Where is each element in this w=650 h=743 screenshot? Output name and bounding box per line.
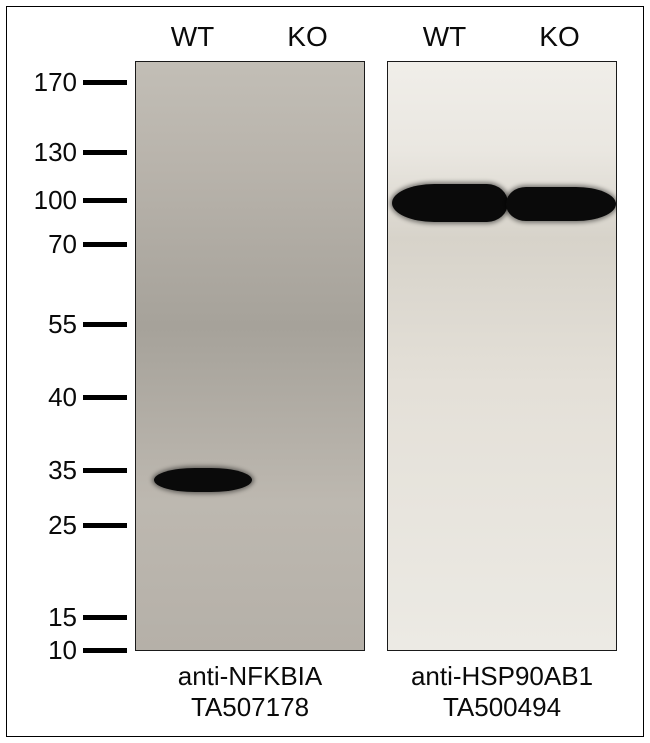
blot-panel-nfkbia — [135, 61, 365, 651]
marker-label: 130 — [34, 137, 77, 168]
marker-label: 15 — [48, 602, 77, 633]
marker-label: 40 — [48, 382, 77, 413]
marker-tick — [83, 648, 127, 653]
marker-70: 70 — [17, 229, 127, 260]
blot-panel-hsp90ab1 — [387, 61, 617, 651]
marker-100: 100 — [17, 185, 127, 216]
marker-tick — [83, 198, 127, 203]
marker-130: 130 — [17, 137, 127, 168]
marker-tick — [83, 80, 127, 85]
marker-tick — [83, 468, 127, 473]
marker-tick — [83, 395, 127, 400]
caption-right: anti-HSP90AB1 TA500494 — [387, 661, 617, 723]
marker-label: 55 — [48, 309, 77, 340]
caption-line1: anti-NFKBIA — [135, 661, 365, 692]
marker-40: 40 — [17, 382, 127, 413]
band-hsp90ab1-ko — [506, 187, 616, 221]
caption-line2: TA507178 — [135, 692, 365, 723]
marker-tick — [83, 242, 127, 247]
marker-label: 170 — [34, 67, 77, 98]
marker-tick — [83, 322, 127, 327]
mw-ladder: 170 130 100 70 55 40 35 25 — [17, 57, 127, 647]
lane-header-ko: KO — [502, 21, 617, 53]
right-panel-headers: WT KO — [387, 21, 617, 53]
marker-tick — [83, 615, 127, 620]
marker-label: 25 — [48, 510, 77, 541]
caption-line1: anti-HSP90AB1 — [387, 661, 617, 692]
marker-label: 10 — [48, 635, 77, 666]
marker-10: 10 — [17, 635, 127, 666]
lane-header-wt: WT — [135, 21, 250, 53]
band-nfkbia-wt — [154, 468, 252, 492]
lane-header-ko: KO — [250, 21, 365, 53]
marker-label: 70 — [48, 229, 77, 260]
left-panel-headers: WT KO — [135, 21, 365, 53]
marker-tick — [83, 523, 127, 528]
marker-170: 170 — [17, 67, 127, 98]
caption-left: anti-NFKBIA TA507178 — [135, 661, 365, 723]
band-hsp90ab1-wt — [392, 184, 508, 222]
marker-label: 100 — [34, 185, 77, 216]
lane-header-wt: WT — [387, 21, 502, 53]
marker-55: 55 — [17, 309, 127, 340]
marker-35: 35 — [17, 455, 127, 486]
marker-15: 15 — [17, 602, 127, 633]
marker-tick — [83, 150, 127, 155]
caption-line2: TA500494 — [387, 692, 617, 723]
western-blot-figure: 170 130 100 70 55 40 35 25 — [6, 6, 644, 737]
marker-25: 25 — [17, 510, 127, 541]
marker-label: 35 — [48, 455, 77, 486]
